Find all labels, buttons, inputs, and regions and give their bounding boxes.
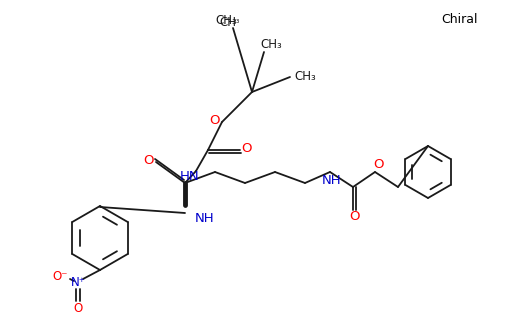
Text: NH: NH [322,173,342,187]
Text: HN: HN [180,170,200,182]
Text: Chiral: Chiral [441,13,478,26]
Text: NH: NH [195,212,215,225]
Text: O: O [349,211,359,223]
Text: CH: CH [219,17,236,29]
Text: O⁻: O⁻ [52,270,68,284]
Text: N⁺: N⁺ [71,276,86,289]
Text: CH₃: CH₃ [215,14,237,28]
Text: O: O [241,142,251,156]
Text: CH₃: CH₃ [260,37,282,51]
Text: O: O [210,114,220,126]
Text: O: O [143,154,153,166]
Text: CH₃: CH₃ [294,69,316,83]
Text: O: O [73,302,82,316]
Text: ₃: ₃ [236,16,239,25]
Text: O: O [373,158,383,172]
